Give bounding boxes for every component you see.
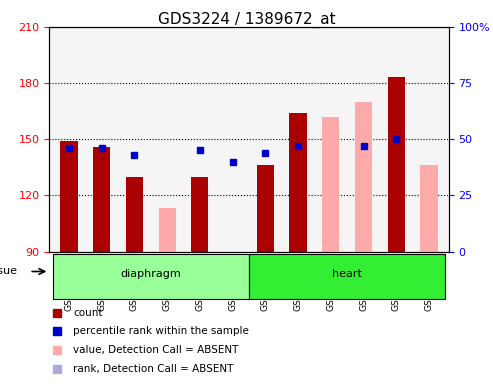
Bar bbox=[421, 166, 438, 252]
Bar bbox=[289, 113, 307, 252]
Bar bbox=[257, 166, 274, 252]
Text: percentile rank within the sample: percentile rank within the sample bbox=[73, 326, 249, 336]
Text: heart: heart bbox=[332, 269, 362, 279]
Bar bbox=[322, 117, 339, 252]
Text: GDS3224 / 1389672_at: GDS3224 / 1389672_at bbox=[158, 12, 335, 28]
Text: diaphragm: diaphragm bbox=[120, 269, 181, 279]
Text: rank, Detection Call = ABSENT: rank, Detection Call = ABSENT bbox=[73, 364, 234, 374]
FancyBboxPatch shape bbox=[249, 254, 445, 299]
Bar bbox=[60, 141, 77, 252]
Text: tissue: tissue bbox=[0, 266, 17, 276]
Text: value, Detection Call = ABSENT: value, Detection Call = ABSENT bbox=[73, 345, 239, 355]
Bar bbox=[93, 147, 110, 252]
Bar bbox=[387, 78, 405, 252]
Bar bbox=[355, 102, 372, 252]
Bar bbox=[159, 209, 176, 252]
Bar bbox=[126, 177, 143, 252]
Bar bbox=[191, 177, 209, 252]
FancyBboxPatch shape bbox=[53, 254, 249, 299]
Text: count: count bbox=[73, 308, 103, 318]
